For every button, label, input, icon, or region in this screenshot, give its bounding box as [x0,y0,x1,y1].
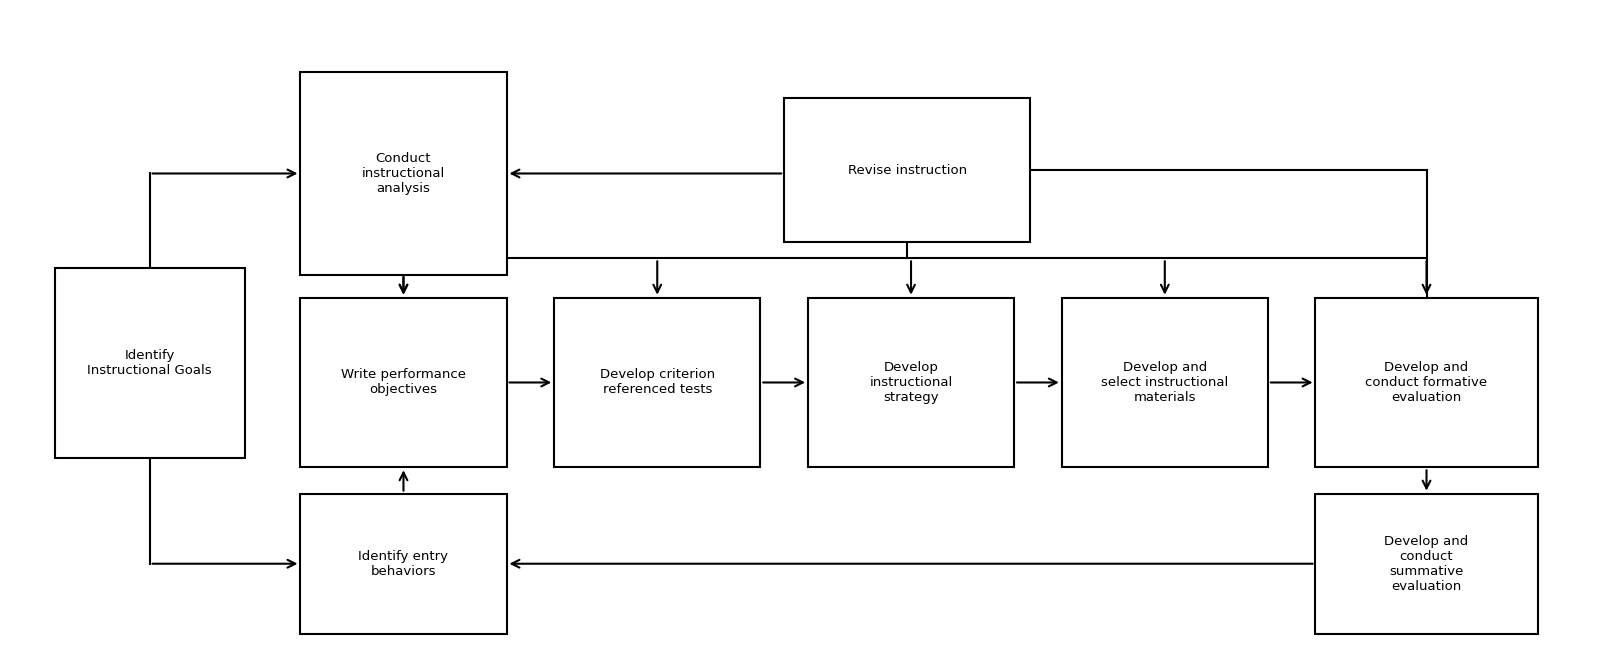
FancyBboxPatch shape [1315,297,1538,468]
FancyBboxPatch shape [301,72,507,275]
Text: Develop criterion
referenced tests: Develop criterion referenced tests [600,368,715,396]
FancyBboxPatch shape [1062,297,1267,468]
FancyBboxPatch shape [1315,494,1538,634]
Text: Develop and
conduct formative
evaluation: Develop and conduct formative evaluation [1365,361,1488,404]
Text: Develop
instructional
strategy: Develop instructional strategy [869,361,952,404]
FancyBboxPatch shape [554,297,760,468]
FancyBboxPatch shape [301,297,507,468]
FancyBboxPatch shape [301,494,507,634]
Text: Identify entry
behaviors: Identify entry behaviors [358,550,448,578]
FancyBboxPatch shape [54,268,245,458]
Text: Identify
Instructional Goals: Identify Instructional Goals [88,349,213,377]
Text: Revise instruction: Revise instruction [848,163,966,177]
Text: Write performance
objectives: Write performance objectives [341,368,466,396]
FancyBboxPatch shape [784,98,1030,242]
Text: Develop and
conduct
summative
evaluation: Develop and conduct summative evaluation [1384,535,1469,593]
Text: Conduct
instructional
analysis: Conduct instructional analysis [362,152,445,195]
FancyBboxPatch shape [808,297,1014,468]
Text: Develop and
select instructional
materials: Develop and select instructional materia… [1101,361,1229,404]
